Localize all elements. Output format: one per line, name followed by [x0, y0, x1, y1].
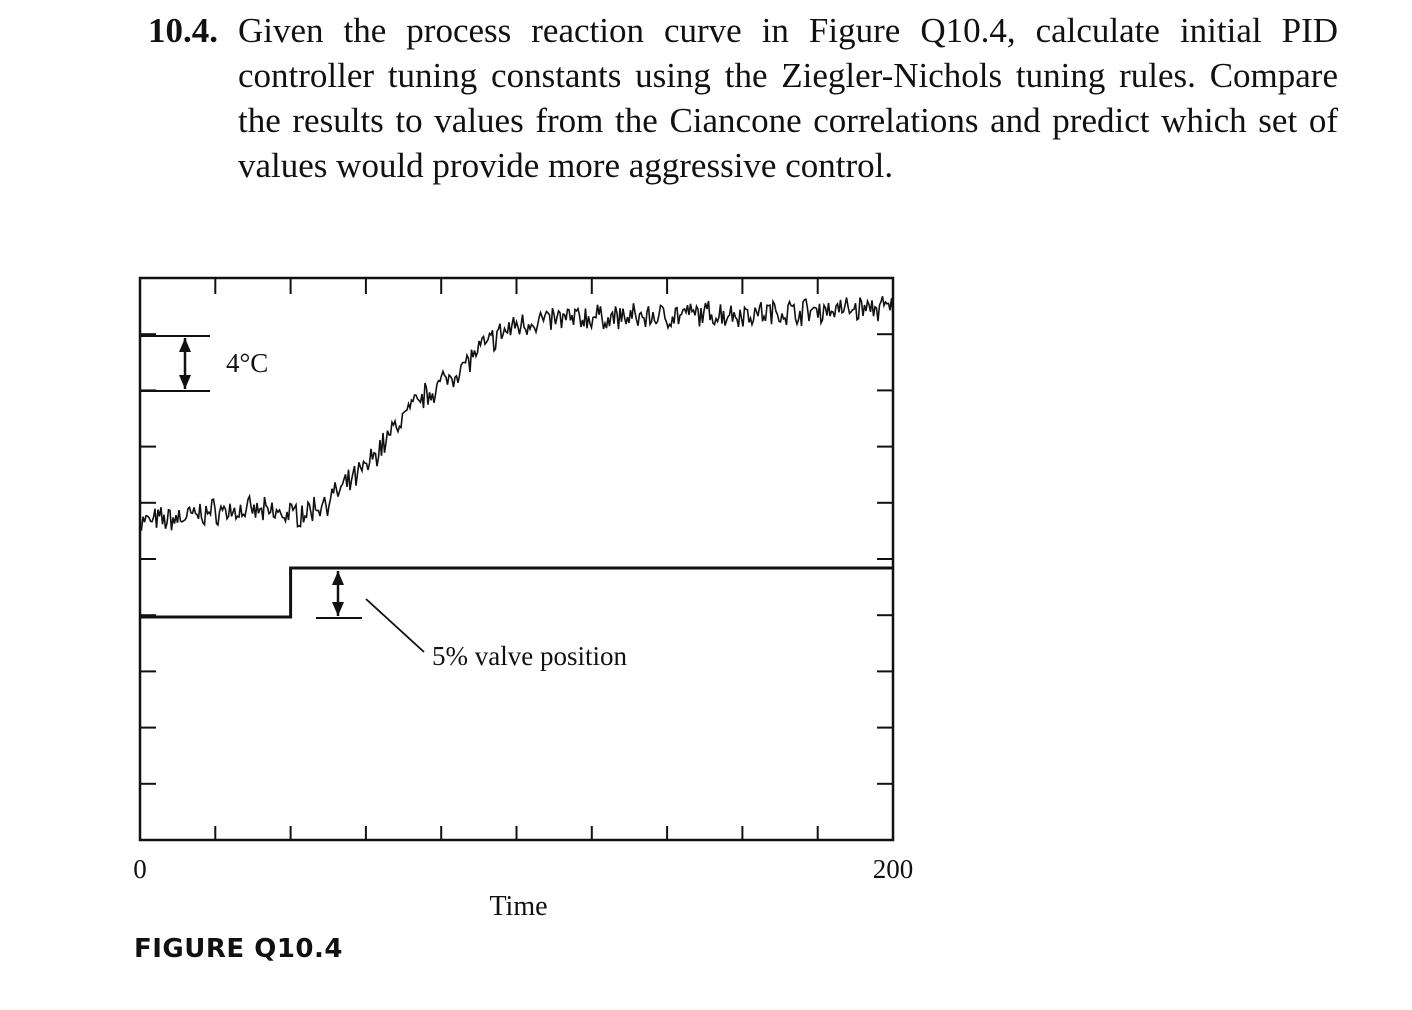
question-text: Given the process reaction curve in Figu…	[238, 11, 1338, 185]
valve-label-leader-line	[365, 598, 425, 653]
temp-scale-label: 4°C	[226, 348, 268, 378]
temperature-series-line	[139, 296, 894, 532]
valve-position-series-line	[140, 566, 893, 619]
valve-scale-arrowhead-down	[332, 602, 344, 616]
valve-scale-label: 5% valve position	[432, 641, 627, 671]
question-number: 10.4.	[148, 11, 218, 50]
temp-scale-arrowhead-down	[179, 375, 191, 389]
figure-caption: FIGURE Q10.4	[134, 934, 343, 964]
question-block: 10.4. Given the process reaction curve i…	[148, 8, 1338, 188]
valve-scale-arrowhead-up	[332, 571, 344, 585]
x-axis-label: Time	[489, 891, 547, 922]
temp-scale-arrowhead-up	[179, 338, 191, 352]
x-tick-label-200: 200	[873, 854, 914, 884]
x-tick-label-0: 0	[133, 854, 147, 884]
